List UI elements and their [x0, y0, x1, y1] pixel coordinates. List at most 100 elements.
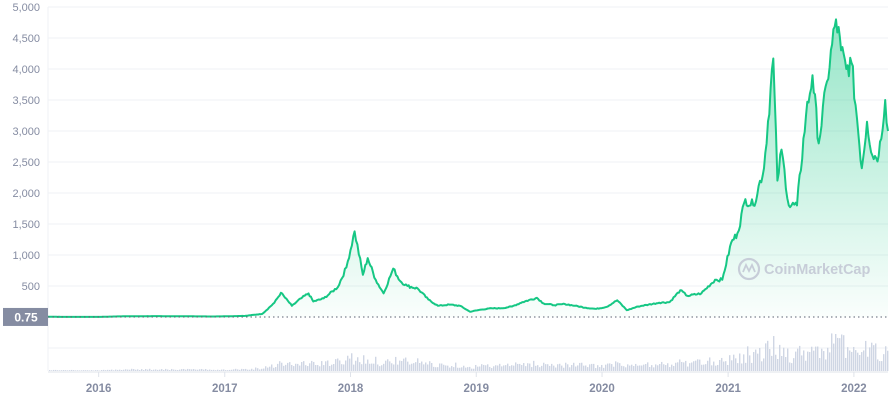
volume-bar	[665, 365, 666, 371]
volume-bar	[343, 364, 344, 371]
volume-bar	[379, 366, 380, 371]
volume-bar	[761, 361, 762, 371]
volume-bar	[549, 366, 550, 371]
volume-bar	[157, 370, 158, 371]
volume-bar	[777, 359, 778, 371]
volume-bar	[757, 354, 758, 371]
volume-bar	[271, 364, 272, 371]
volume-bar	[147, 370, 148, 371]
volume-bar	[159, 370, 160, 371]
volume-bar	[863, 350, 864, 371]
volume-bar	[805, 361, 806, 371]
volume-bar	[331, 365, 332, 371]
volume-bar	[169, 370, 170, 371]
volume-bar	[79, 370, 80, 371]
volume-bar	[403, 359, 404, 371]
volume-bar	[533, 361, 534, 371]
volume-bar	[153, 370, 154, 371]
volume-bar	[167, 370, 168, 371]
volume-bar	[223, 369, 224, 371]
volume-bar	[461, 367, 462, 371]
price-marker-label: 0.75	[14, 310, 38, 324]
y-tick-label: 4,000	[12, 64, 40, 76]
volume-bar	[305, 365, 306, 371]
volume-bar	[325, 361, 326, 371]
volume-bar	[555, 368, 556, 371]
volume-bar	[285, 365, 286, 371]
volume-bar	[125, 369, 126, 371]
volume-bar	[135, 370, 136, 371]
volume-bar	[661, 362, 662, 371]
volume-bar	[91, 370, 92, 371]
volume-bar	[405, 358, 406, 371]
volume-bar	[411, 364, 412, 371]
volume-bar	[485, 365, 486, 371]
volume-bar	[857, 353, 858, 371]
volume-bar	[129, 370, 130, 371]
volume-bar	[363, 355, 364, 371]
volume-bar	[489, 367, 490, 371]
volume-bar	[181, 369, 182, 371]
volume-bar	[75, 370, 76, 371]
volume-bar	[817, 347, 818, 371]
volume-bar	[473, 369, 474, 371]
volume-bar	[705, 364, 706, 371]
volume-bar	[87, 370, 88, 371]
volume-bar	[669, 367, 670, 371]
volume-bar	[175, 370, 176, 371]
volume-bar	[313, 362, 314, 371]
volume-bar	[441, 364, 442, 371]
volume-bar	[71, 370, 72, 371]
volume-bar	[139, 370, 140, 371]
volume-bar	[257, 368, 258, 371]
volume-bar	[199, 369, 200, 371]
volume-bar	[641, 366, 642, 371]
volume-bar	[295, 364, 296, 371]
volume-bar	[557, 364, 558, 371]
volume-bar	[415, 362, 416, 371]
volume-bar	[565, 363, 566, 371]
volume-bar	[413, 363, 414, 371]
volume-bar	[259, 369, 260, 371]
volume-bar	[59, 370, 60, 371]
volume-bar	[127, 370, 128, 371]
volume-bar	[425, 362, 426, 371]
volume-bar	[293, 366, 294, 371]
volume-bar	[729, 355, 730, 371]
volume-bar	[617, 362, 618, 371]
volume-bar	[381, 365, 382, 371]
volume-bar	[63, 370, 64, 371]
volume-bar	[667, 363, 668, 371]
volume-bar	[577, 365, 578, 371]
volume-bar	[479, 366, 480, 371]
volume-bar	[289, 362, 290, 371]
volume-bar	[435, 367, 436, 371]
volume-bar	[581, 363, 582, 371]
y-tick-label: 4,500	[12, 33, 40, 45]
volume-bar	[323, 365, 324, 371]
volume-bar	[487, 364, 488, 371]
volume-bar	[823, 351, 824, 371]
volume-bar	[867, 357, 868, 371]
volume-bar	[681, 362, 682, 371]
volume-bar	[303, 361, 304, 371]
volume-bar	[95, 370, 96, 371]
volume-bar	[275, 367, 276, 371]
volume-bar	[721, 358, 722, 371]
volume-bar	[241, 369, 242, 371]
volume-bar	[451, 366, 452, 371]
volume-bar	[647, 362, 648, 371]
volume-bar	[629, 366, 630, 371]
volume-bar	[759, 348, 760, 371]
volume-bar	[197, 370, 198, 371]
volume-bar	[459, 368, 460, 371]
volume-bar	[773, 336, 774, 371]
volume-bar	[747, 346, 748, 371]
volume-bar	[193, 369, 194, 371]
volume-bar	[845, 358, 846, 371]
volume-bar	[245, 369, 246, 371]
volume-bar	[269, 367, 270, 371]
volume-bar	[155, 369, 156, 371]
volume-bar	[541, 366, 542, 371]
x-tick-label: 2022	[841, 383, 867, 395]
